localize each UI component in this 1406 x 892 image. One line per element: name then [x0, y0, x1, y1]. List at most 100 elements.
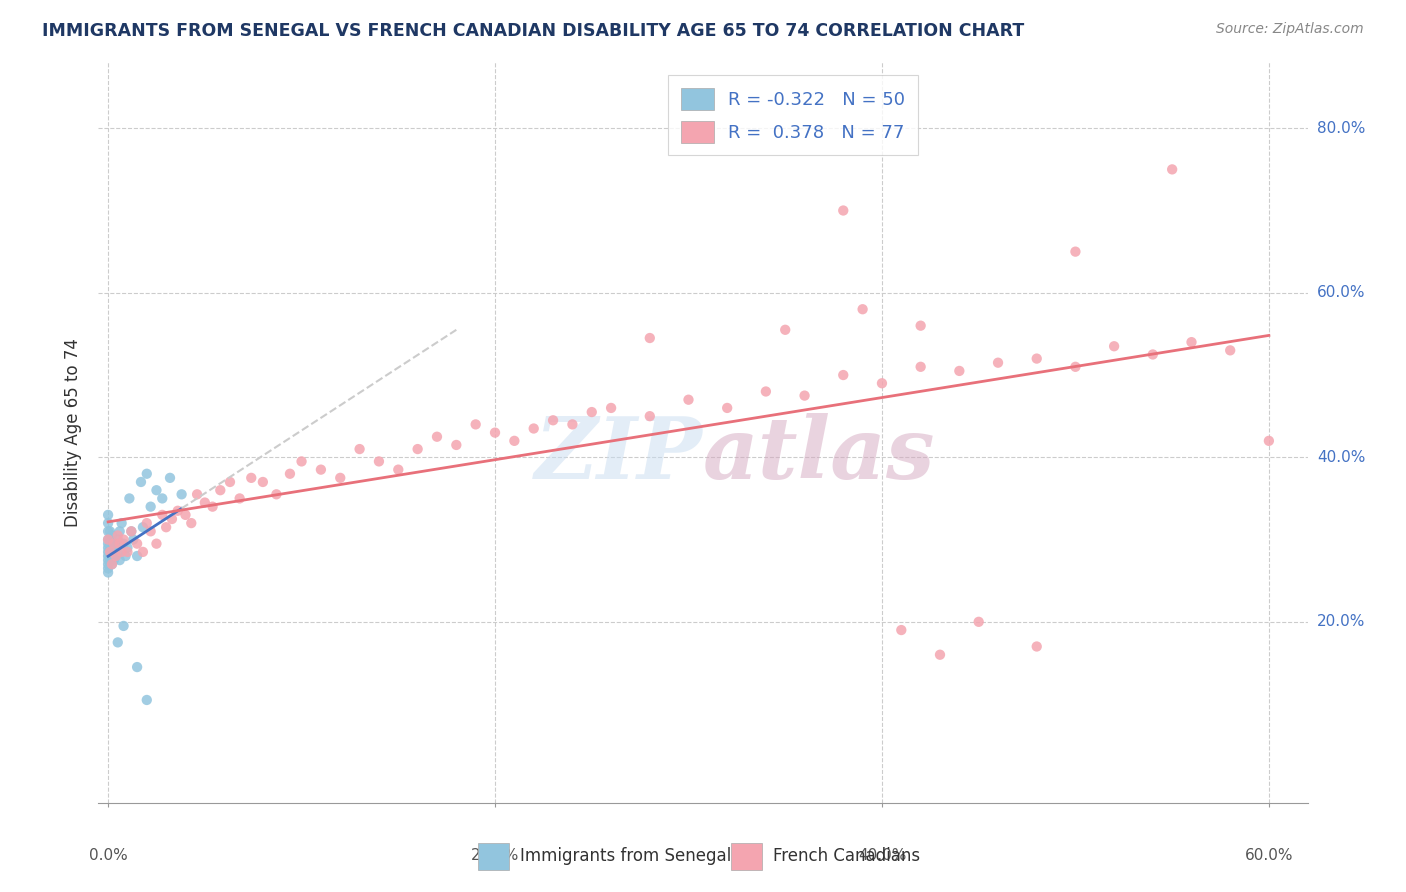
Point: [98, 541, 121, 555]
Point: [1180, 335, 1202, 350]
Point: [97, 549, 120, 563]
Point: [186, 487, 208, 501]
Point: [290, 454, 312, 468]
Point: [103, 536, 125, 550]
Text: 40.0%: 40.0%: [858, 848, 905, 863]
Point: [309, 462, 332, 476]
Point: [127, 536, 149, 550]
Point: [107, 533, 129, 547]
Text: 20.0%: 20.0%: [1317, 615, 1365, 630]
Point: [104, 549, 127, 563]
Point: [139, 524, 162, 539]
Point: [117, 541, 139, 555]
Point: [638, 409, 661, 424]
Point: [503, 434, 526, 448]
Point: [600, 401, 623, 415]
Point: [194, 495, 217, 509]
Point: [114, 549, 136, 563]
Legend: R = -0.322   N = 50, R =  0.378   N = 77: R = -0.322 N = 50, R = 0.378 N = 77: [668, 75, 918, 155]
Point: [170, 487, 193, 501]
Text: 60.0%: 60.0%: [1317, 285, 1365, 301]
Point: [97, 545, 120, 559]
Point: [387, 462, 409, 476]
Point: [107, 528, 129, 542]
Point: [406, 442, 429, 456]
Point: [1102, 339, 1125, 353]
Point: [329, 471, 352, 485]
Point: [252, 475, 274, 489]
Text: 60.0%: 60.0%: [1244, 848, 1294, 863]
Text: 20.0%: 20.0%: [471, 848, 519, 863]
Point: [97, 553, 120, 567]
Point: [1025, 351, 1047, 366]
Point: [112, 619, 135, 633]
Point: [101, 536, 124, 550]
Y-axis label: Disability Age 65 to 74: Disability Age 65 to 74: [65, 338, 83, 527]
Point: [98, 533, 121, 547]
Point: [948, 364, 970, 378]
Point: [150, 491, 173, 506]
Text: atlas: atlas: [703, 413, 935, 497]
Point: [111, 516, 134, 530]
Point: [120, 524, 142, 539]
Point: [1219, 343, 1241, 358]
FancyBboxPatch shape: [478, 843, 509, 870]
Point: [638, 331, 661, 345]
Point: [219, 475, 242, 489]
FancyBboxPatch shape: [731, 843, 762, 870]
Point: [464, 417, 486, 432]
Point: [1025, 640, 1047, 654]
Point: [349, 442, 371, 456]
Point: [1257, 434, 1279, 448]
Point: [929, 648, 952, 662]
Point: [773, 323, 796, 337]
Point: [266, 487, 288, 501]
Point: [97, 558, 120, 572]
Point: [108, 553, 131, 567]
Point: [446, 438, 468, 452]
Text: 40.0%: 40.0%: [1317, 450, 1365, 465]
Point: [97, 524, 120, 539]
Point: [97, 536, 120, 550]
Point: [166, 504, 188, 518]
Point: [104, 549, 127, 563]
Point: [1161, 162, 1184, 177]
Point: [127, 549, 149, 563]
Point: [135, 467, 157, 481]
Point: [145, 536, 167, 550]
Point: [139, 500, 162, 514]
Point: [97, 516, 120, 530]
Point: [98, 545, 121, 559]
Text: Source: ZipAtlas.com: Source: ZipAtlas.com: [1216, 22, 1364, 37]
Point: [561, 417, 583, 432]
Point: [180, 516, 202, 530]
Point: [1142, 347, 1164, 361]
Point: [967, 615, 990, 629]
Point: [910, 318, 932, 333]
Point: [103, 536, 125, 550]
Point: [117, 545, 139, 559]
Point: [129, 475, 152, 489]
Point: [1064, 244, 1087, 259]
Point: [97, 508, 120, 522]
Point: [101, 558, 124, 572]
Point: [111, 545, 134, 559]
Point: [426, 430, 449, 444]
Point: [122, 533, 145, 547]
Point: [832, 203, 855, 218]
Point: [240, 471, 263, 485]
Point: [368, 454, 391, 468]
Point: [97, 541, 120, 555]
Point: [716, 401, 738, 415]
Text: ZIP: ZIP: [536, 413, 703, 497]
Point: [209, 483, 232, 498]
Point: [135, 693, 157, 707]
Point: [1064, 359, 1087, 374]
Point: [541, 413, 564, 427]
Point: [97, 561, 120, 575]
Point: [201, 500, 224, 514]
Point: [104, 541, 127, 555]
Point: [101, 558, 124, 572]
Point: [174, 508, 197, 522]
Point: [120, 524, 142, 539]
